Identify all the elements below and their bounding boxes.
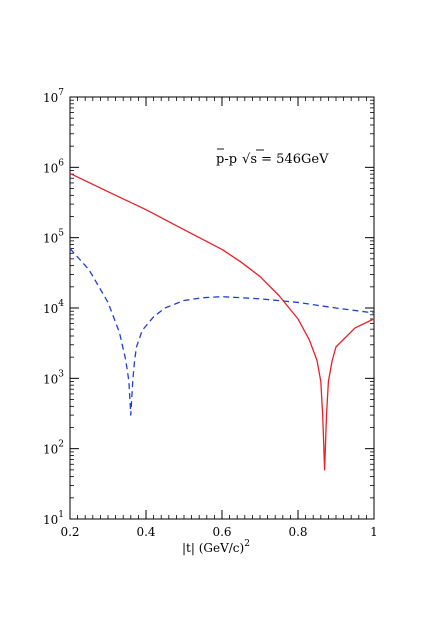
x-tick-label: 0.8 <box>288 525 307 539</box>
y-ticks: 101 102 103 104 105 106 107 <box>43 88 374 527</box>
x-tick-label: 0.4 <box>136 525 155 539</box>
y-tick-label: 102 <box>43 440 64 457</box>
x-axis-label-superscript: 2 <box>244 539 250 549</box>
y-tick-label: 106 <box>43 158 64 175</box>
x-tick-label: 0.2 <box>60 525 79 539</box>
series-layer <box>69 172 375 471</box>
y-tick-label: 105 <box>43 229 64 246</box>
annotation-value: = 546GeV <box>257 152 329 167</box>
annotation-p: p <box>216 152 224 167</box>
y-tick-label: 103 <box>43 369 64 386</box>
y-tick-label: 107 <box>43 88 64 105</box>
annotation: p-p √s = 546GeV <box>216 152 329 167</box>
dashed-series-line <box>69 248 375 416</box>
x-tick-label: 0.6 <box>212 525 231 539</box>
y-tick-label: 104 <box>43 299 64 316</box>
annotation-p-rest: -p <box>224 152 237 167</box>
y-minor-ticks <box>70 99 374 499</box>
solid-series-line <box>69 172 375 471</box>
annotation-s: s <box>250 152 257 167</box>
x-ticks: 0.2 0.4 0.6 0.8 1 <box>60 97 378 539</box>
x-tick-label: 1 <box>370 525 378 539</box>
x-axis-label-text: |t| (GeV/c) <box>182 541 244 555</box>
y-tick-label: 101 <box>43 510 64 527</box>
x-axis-label: |t| (GeV/c)2 <box>182 539 250 555</box>
annotation-sqrt: √ <box>242 152 251 167</box>
